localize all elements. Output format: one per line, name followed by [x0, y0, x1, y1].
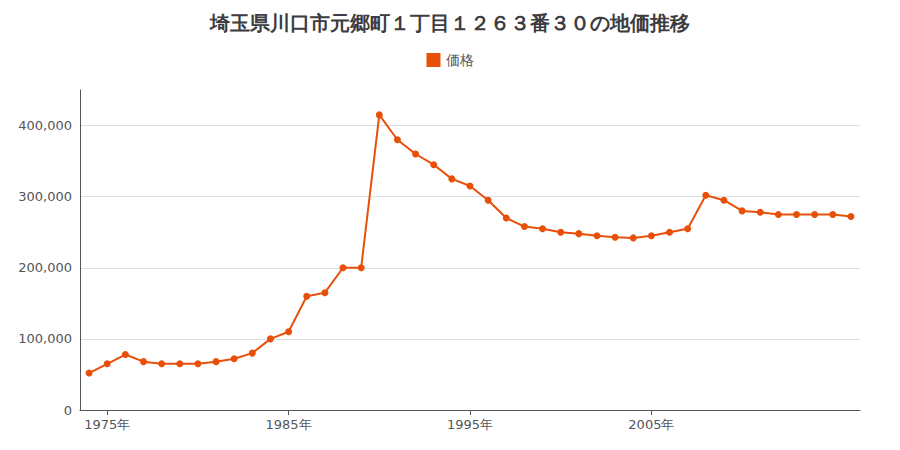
svg-text:100,000: 100,000: [18, 331, 72, 346]
svg-text:300,000: 300,000: [18, 189, 72, 204]
svg-text:1975年: 1975年: [84, 417, 130, 432]
svg-text:0: 0: [64, 403, 72, 418]
svg-text:400,000: 400,000: [18, 118, 72, 133]
svg-text:200,000: 200,000: [18, 260, 72, 275]
svg-text:2005年: 2005年: [628, 417, 674, 432]
svg-text:価格: 価格: [446, 52, 474, 68]
svg-text:1995年: 1995年: [447, 417, 493, 432]
svg-text:埼玉県川口市元郷町１丁目１２６３番３０の地価推移: 埼玉県川口市元郷町１丁目１２６３番３０の地価推移: [209, 11, 690, 35]
svg-text:1985年: 1985年: [266, 417, 312, 432]
